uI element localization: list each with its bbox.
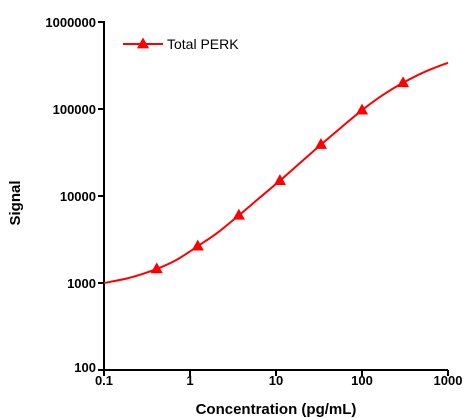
legend: Total PERK — [123, 36, 239, 52]
y-axis-title: Signal — [7, 180, 24, 225]
y-axis-ticks: 100 1000 10000 100000 1000000 — [45, 15, 104, 375]
x-tick-label: 100 — [351, 373, 373, 388]
x-axis-ticks: 0.1 1 10 100 1000 — [95, 370, 463, 388]
plot-area: 100 1000 10000 100000 1000000 0.1 1 10 100 1000 — [45, 15, 462, 388]
series-line-total-perk — [103, 61, 449, 284]
data-point-marker — [314, 138, 328, 149]
series-markers-total-perk — [150, 76, 410, 274]
x-tick-label: 1 — [186, 373, 193, 388]
y-tick-label: 100000 — [53, 102, 96, 117]
legend-marker-triangle-icon — [136, 37, 150, 49]
x-tick-label: 10 — [269, 373, 283, 388]
data-point-marker — [355, 103, 369, 115]
y-tick-label: 100 — [74, 360, 96, 375]
data-point-marker — [191, 239, 204, 251]
y-tick-label: 1000000 — [45, 15, 96, 30]
data-point-marker — [396, 76, 410, 88]
data-point-marker — [273, 174, 286, 186]
data-point-marker — [150, 262, 163, 274]
x-tick-label: 0.1 — [95, 373, 113, 388]
y-tick-label: 10000 — [60, 189, 96, 204]
y-tick-label: 1000 — [67, 276, 96, 291]
legend-label: Total PERK — [167, 36, 239, 52]
x-tick-label: 1000 — [434, 373, 463, 388]
x-axis-title: Concentration (pg/mL) — [196, 401, 357, 418]
data-point-marker — [232, 208, 245, 220]
